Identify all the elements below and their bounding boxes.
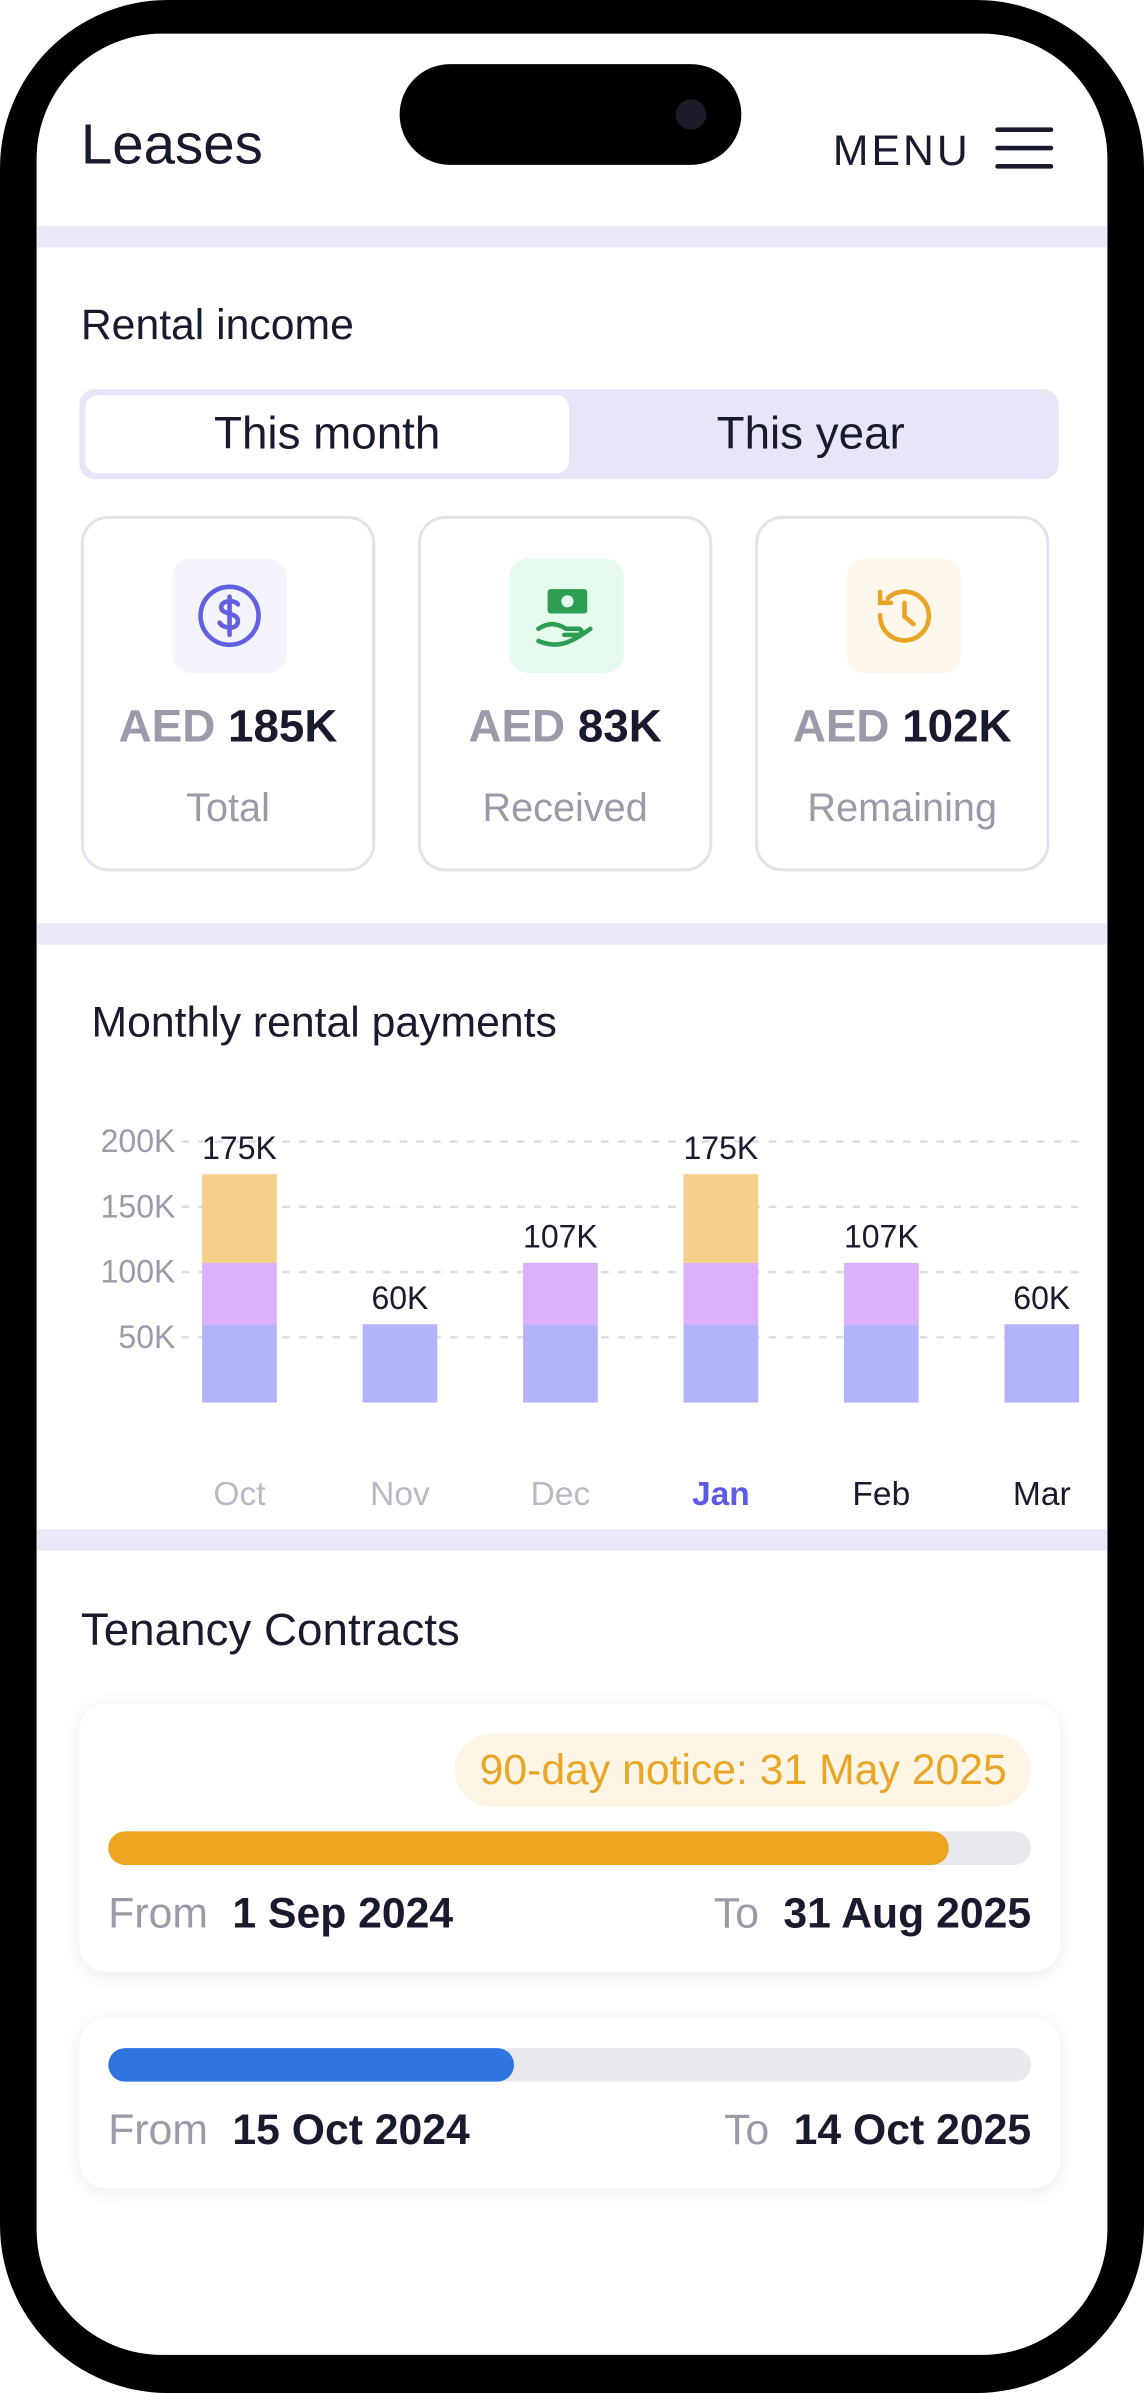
progress-fill	[108, 1831, 949, 1865]
to-label: To	[713, 1889, 760, 1937]
x-tick-label: Jan	[692, 1476, 750, 1513]
tab[interactable]: This month	[85, 395, 569, 474]
tab[interactable]: This year	[716, 409, 905, 460]
y-tick-label: 100K	[101, 1254, 176, 1290]
from-date: 1 Sep 2024	[232, 1889, 454, 1937]
menu-icon[interactable]	[995, 125, 1056, 171]
icon-box	[846, 558, 961, 674]
icon	[536, 589, 593, 647]
tab-bar: This month This year	[79, 389, 1059, 480]
divider	[36, 923, 1108, 945]
bar-segment	[523, 1262, 598, 1325]
bar-segment	[683, 1262, 759, 1325]
bar-segment	[523, 1324, 598, 1403]
bar-segment	[202, 1324, 277, 1403]
to-label: To	[724, 2106, 770, 2154]
chart-title: Monthly rental payments	[91, 998, 557, 1046]
date-row: From 15 Oct 2024 To 14 Oct 2025	[108, 2100, 1031, 2161]
x-tick-label: Feb	[852, 1476, 910, 1513]
card-label: Total	[186, 784, 270, 831]
amount-value: 102K	[902, 702, 1012, 753]
stat-card: AED 83K Received	[417, 515, 713, 872]
contract-card: From 15 Oct 2024 To 14 Oct 2025	[79, 2017, 1061, 2189]
screen: Leases MENU Rental income This month This…	[36, 33, 1108, 2355]
icon	[877, 589, 932, 643]
y-tick-label: 200K	[101, 1123, 176, 1159]
amount-value: 185K	[228, 702, 338, 753]
bar-segment	[1004, 1324, 1080, 1403]
total-label: 175K	[683, 1130, 758, 1166]
x-tick-label: Oct	[213, 1476, 266, 1513]
x-tick-label: Mar	[1013, 1476, 1071, 1513]
progress-fill	[108, 2048, 515, 2082]
x-tick-label: Dec	[531, 1476, 591, 1513]
bar-segment	[683, 1324, 759, 1403]
icon-box	[172, 558, 287, 674]
camera	[675, 99, 707, 130]
amount: AED 185K	[84, 702, 372, 754]
card-label: Remaining	[807, 784, 998, 831]
to: To 14 Oct 2025	[724, 2100, 1031, 2161]
to-date: 14 Oct 2025	[793, 2106, 1032, 2154]
currency: AED	[468, 702, 566, 753]
bar-segment	[843, 1262, 919, 1325]
to: To 31 Aug 2025	[714, 1883, 1031, 1944]
total-label: 107K	[844, 1219, 919, 1255]
total-label: 175K	[202, 1130, 277, 1166]
currency: AED	[792, 702, 890, 753]
from-label: From	[108, 1889, 208, 1937]
contract-card: 90-day notice: 31 May 2025 From 1 Sep 2024…	[79, 1703, 1061, 1972]
contract-list: 90-day notice: 31 May 2025 From 1 Sep 2024…	[79, 1703, 1061, 2189]
x-tick-label: Nov	[370, 1476, 430, 1513]
date-row: From 1 Sep 2024 To 31 Aug 2025	[108, 1883, 1031, 1944]
chart: 50K 100K 150K 200K 175K Oct 60K Nov 107K Dec 175K J…	[101, 1123, 1083, 1513]
amount: AED 102K	[758, 702, 1046, 754]
bar-segment	[843, 1324, 919, 1403]
bar-segment	[362, 1324, 438, 1403]
amount-value: 83K	[577, 702, 662, 753]
y-tick-label: 150K	[101, 1188, 176, 1224]
icon-box	[509, 558, 624, 674]
section-title: Rental income	[80, 300, 354, 348]
menu-label[interactable]: MENU	[832, 126, 971, 174]
icon	[198, 584, 261, 648]
total-label: 107K	[523, 1219, 598, 1255]
progress-track	[108, 2048, 1032, 2082]
total-label: 60K	[371, 1280, 428, 1316]
from: From 15 Oct 2024	[108, 2100, 470, 2161]
bar-segment	[683, 1174, 759, 1263]
amount: AED 83K	[421, 702, 709, 754]
page-title: Leases	[80, 112, 263, 176]
from-label: From	[108, 2106, 208, 2154]
section-title: Tenancy Contracts	[80, 1605, 460, 1656]
stat-card: AED 185K Total	[80, 515, 376, 872]
divider	[36, 1529, 1108, 1551]
from-date: 15 Oct 2024	[232, 2106, 470, 2154]
total-label: 60K	[1013, 1280, 1070, 1316]
progress-track	[108, 1831, 1032, 1865]
bar-segment	[202, 1262, 277, 1325]
dynamic-island	[399, 64, 742, 165]
y-tick-label: 50K	[118, 1319, 175, 1355]
to-date: 31 Aug 2025	[783, 1889, 1032, 1937]
currency: AED	[118, 702, 216, 753]
divider	[36, 225, 1108, 248]
from: From 1 Sep 2024	[108, 1883, 453, 1944]
bar-segment	[202, 1174, 277, 1263]
stat-card: AED 102K Remaining	[755, 515, 1050, 872]
notice-badge: 90-day notice: 31 May 2025	[455, 1733, 1032, 1807]
card-label: Received	[482, 784, 648, 831]
